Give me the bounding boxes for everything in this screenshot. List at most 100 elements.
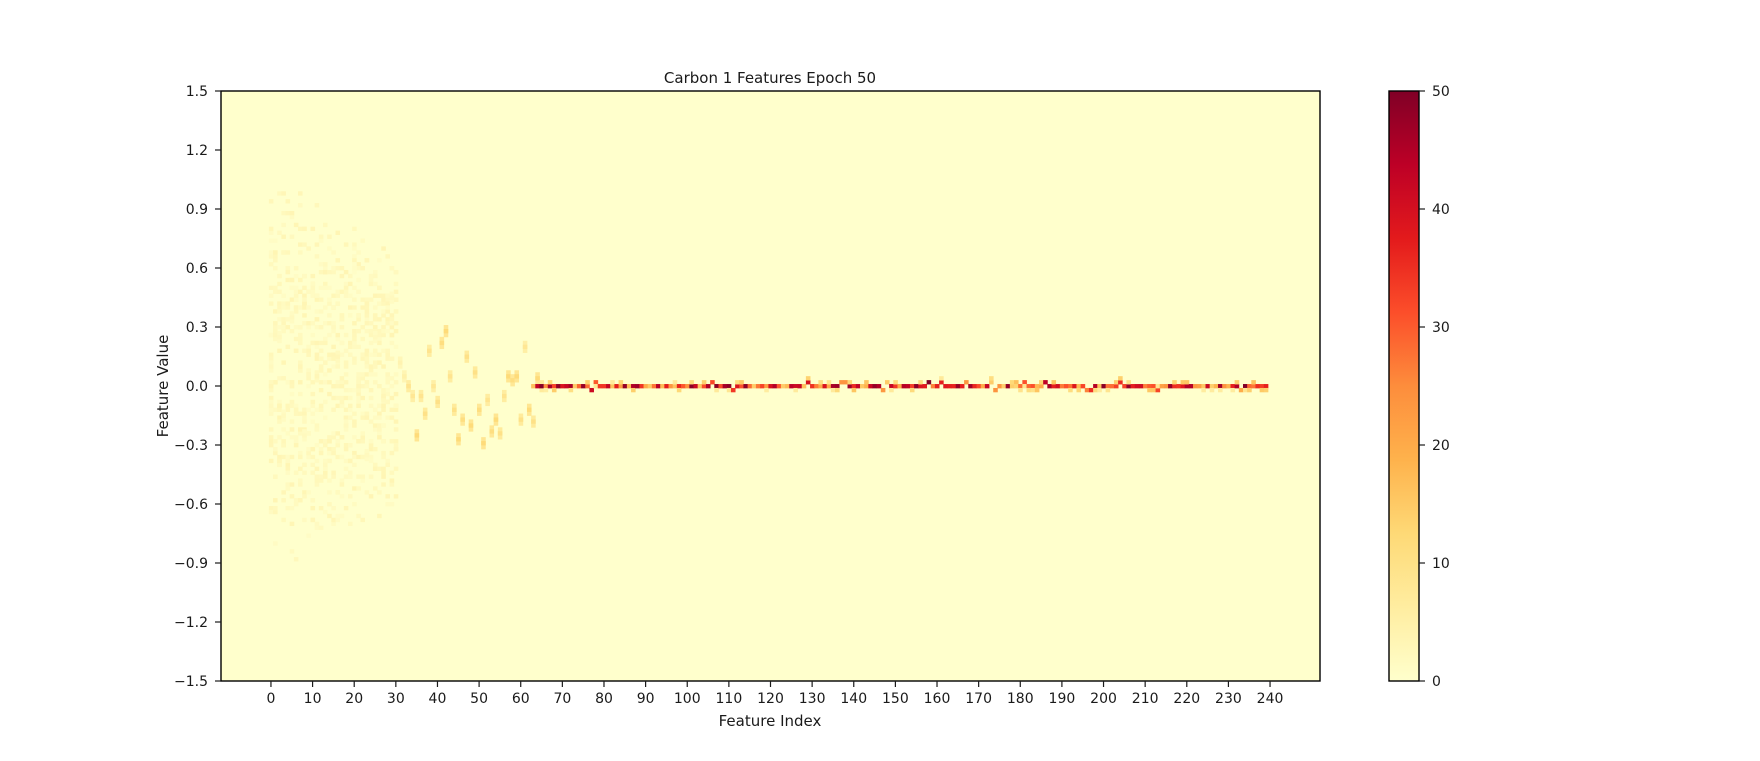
heatmap-cell — [293, 293, 299, 298]
heatmap-cell — [710, 380, 715, 385]
heatmap-cell — [889, 384, 894, 389]
heatmap-cell — [298, 427, 303, 432]
heatmap-cell — [372, 423, 378, 428]
heatmap-cell — [372, 348, 378, 353]
heatmap-cell — [310, 380, 316, 385]
heatmap-cell — [805, 380, 811, 385]
heatmap-cell — [314, 340, 320, 346]
heatmap-cell — [1163, 384, 1169, 389]
heatmap-cell — [327, 478, 332, 483]
heatmap-cell — [339, 454, 345, 460]
heatmap-cell — [743, 384, 749, 389]
heatmap-cell — [327, 450, 332, 456]
heatmap-cell — [1051, 380, 1057, 385]
heatmap-cell — [393, 446, 399, 452]
heatmap-cell — [268, 439, 274, 444]
x-tick-label: 140 — [840, 691, 867, 707]
heatmap-cell — [347, 273, 353, 279]
heatmap-cell — [277, 281, 282, 287]
heatmap-cell — [306, 533, 311, 538]
colorbar — [1389, 91, 1419, 681]
heatmap-cell — [414, 433, 420, 438]
heatmap-cell — [277, 454, 282, 460]
heatmap-cell — [368, 372, 374, 377]
heatmap-cell — [606, 384, 611, 389]
heatmap-cell — [1014, 384, 1019, 389]
heatmap-cell — [360, 352, 366, 357]
heatmap-cell — [273, 285, 278, 291]
heatmap-cell — [281, 191, 286, 196]
heatmap-cell — [872, 384, 878, 389]
heatmap-cell — [293, 273, 299, 279]
heatmap-cell — [352, 462, 357, 468]
heatmap-cell — [306, 325, 311, 330]
heatmap-cell — [268, 293, 274, 298]
heatmap-cell — [289, 419, 295, 424]
heatmap-cell — [318, 325, 324, 330]
heatmap-cell — [352, 454, 357, 460]
heatmap-cell — [331, 352, 336, 357]
heatmap-cell — [343, 364, 349, 369]
heatmap-cell — [381, 403, 386, 409]
y-tick-label: 1.2 — [186, 143, 208, 159]
heatmap-cell — [922, 384, 928, 389]
x-tick-label: 70 — [553, 691, 571, 707]
heatmap-cell — [372, 334, 378, 340]
heatmap-cell — [1072, 384, 1077, 389]
heatmap-cell — [947, 384, 952, 389]
heatmap-cell — [680, 384, 686, 389]
heatmap-cell — [343, 415, 349, 420]
heatmap-cell — [764, 384, 769, 389]
heatmap-cell — [868, 384, 873, 389]
x-tick-label: 230 — [1215, 691, 1242, 707]
heatmap-cell — [835, 387, 840, 393]
heatmap-cell — [368, 297, 374, 302]
heatmap-cell — [635, 384, 640, 389]
heatmap-cell — [356, 403, 361, 409]
heatmap-cell — [277, 317, 282, 322]
heatmap-cell — [385, 348, 390, 353]
heatmap-cell — [1030, 384, 1036, 389]
heatmap-cell — [385, 462, 390, 468]
heatmap-cell — [418, 393, 424, 399]
heatmap-cell — [364, 360, 370, 365]
heatmap-cell — [335, 395, 341, 401]
heatmap-cell — [381, 325, 386, 330]
heatmap-cell — [368, 494, 374, 499]
heatmap-cell — [385, 352, 390, 357]
heatmap-cell — [360, 376, 366, 381]
heatmap-cell — [364, 364, 370, 369]
heatmap-cell — [643, 384, 649, 389]
heatmap-cell — [755, 384, 761, 389]
heatmap-cell — [385, 380, 390, 385]
heatmap-cell — [310, 498, 316, 503]
heatmap-cell — [285, 486, 291, 491]
heatmap-cell — [318, 387, 324, 393]
heatmap-cell — [322, 321, 328, 326]
heatmap-cell — [306, 246, 311, 251]
heatmap-cell — [389, 478, 395, 483]
heatmap-cell — [377, 336, 382, 342]
heatmap-cell — [1093, 387, 1098, 393]
heatmap-cell — [298, 364, 303, 369]
heatmap-cell — [268, 443, 274, 448]
heatmap-cell — [335, 403, 341, 409]
heatmap-cell — [268, 262, 274, 267]
heatmap-cell — [352, 336, 357, 342]
heatmap-cell — [381, 364, 386, 369]
heatmap-cell — [343, 458, 349, 464]
heatmap-cell — [314, 482, 320, 487]
heatmap-cell — [343, 269, 349, 275]
heatmap-cell — [277, 399, 282, 405]
heatmap-cell — [298, 336, 303, 342]
heatmap-cell — [393, 380, 399, 385]
heatmap-cell — [364, 411, 370, 416]
heatmap-cell — [293, 502, 299, 507]
y-tick-label: −1.2 — [174, 615, 208, 631]
heatmap-cell — [1009, 380, 1015, 385]
heatmap-cell — [1063, 384, 1069, 389]
heatmap-cell — [339, 376, 345, 381]
heatmap-cell — [1263, 387, 1269, 393]
heatmap-cell — [273, 336, 278, 342]
heatmap-cell — [335, 380, 341, 385]
